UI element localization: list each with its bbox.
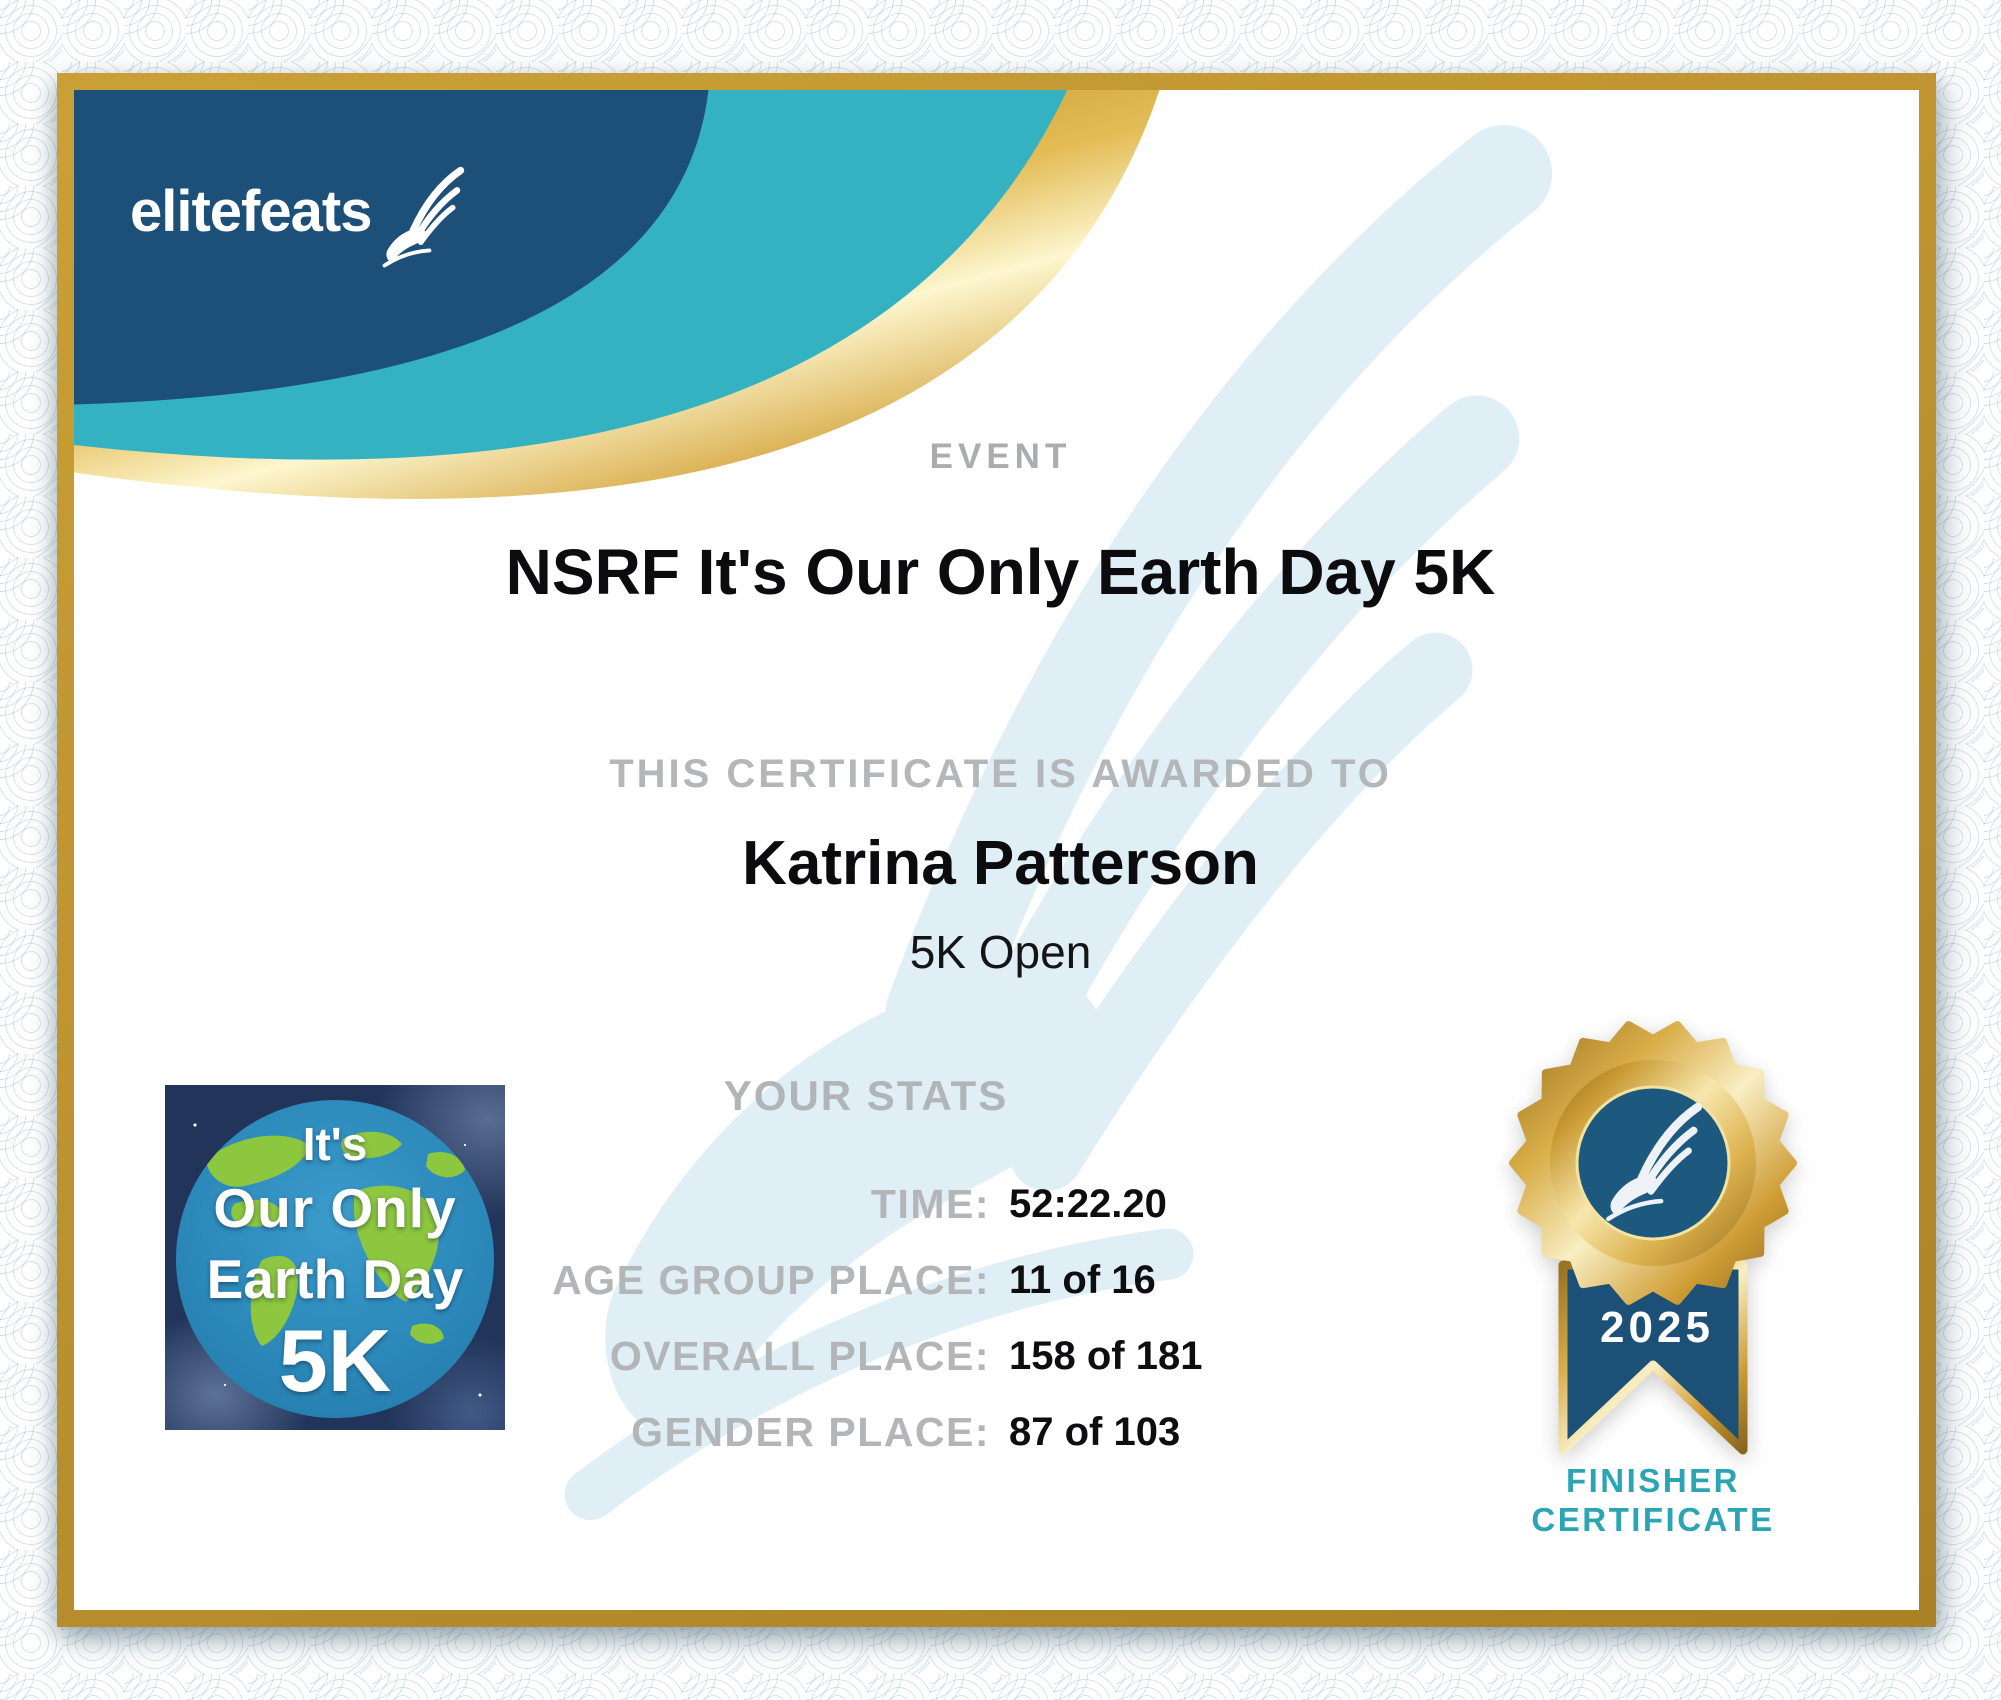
medal-caption-line1: FINISHER [1565, 1462, 1740, 1499]
stat-value-time: 52:22.20 [1009, 1182, 1167, 1226]
medal-ribbon [1558, 1260, 1748, 1455]
continents-art [206, 1131, 465, 1346]
event-logo-line3: Earth Day [206, 1248, 464, 1310]
event-logo-line2: Our Only [213, 1177, 457, 1239]
medal-caption: FINISHER CERTIFICATE [1531, 1462, 1774, 1540]
stat-value-age-group-place: 11 of 16 [1009, 1258, 1156, 1302]
stat-label-gender-place: GENDER PLACE: [631, 1409, 990, 1455]
stats-heading: YOUR STATS [723, 1072, 1009, 1119]
awarded-label: THIS CERTIFICATE IS AWARDED TO [609, 752, 1392, 796]
stat-value-gender-place: 87 of 103 [1009, 1410, 1181, 1454]
division-name: 5K Open [909, 926, 1092, 978]
stat-label-time: TIME: [870, 1181, 990, 1227]
medal-year: 2025 [1600, 1303, 1714, 1352]
event-logo-line1: It's [302, 1118, 368, 1170]
finisher-medal: 2025 [1495, 1020, 1811, 1580]
event-name: NSRF It's Our Only Earth Day 5K [505, 536, 1496, 608]
recipient-name: Katrina Patterson [742, 829, 1259, 898]
event-logo: It's Our Only Earth Day 5K [165, 1085, 505, 1430]
earth-globe [176, 1100, 494, 1418]
stats-table: TIME: 52:22.20 AGE GROUP PLACE: 11 of 16… [74, 1176, 1919, 1461]
stat-value-overall-place: 158 of 181 [1009, 1334, 1203, 1378]
medal-art: 2025 [1509, 1021, 1797, 1455]
event-logo-line4: 5K [278, 1311, 392, 1410]
event-logo-text: It's Our Only Earth Day 5K [165, 1085, 505, 1430]
certificate-panel: elitefeats EVENT NSRF It's Our Only Eart… [74, 90, 1919, 1610]
stat-label-age-group-place: AGE GROUP PLACE: [552, 1257, 990, 1303]
certificate-frame: elitefeats EVENT NSRF It's Our Only Eart… [57, 73, 1936, 1627]
brand-logo: elitefeats [130, 183, 470, 279]
medal-caption-line2: CERTIFICATE [1531, 1500, 1775, 1538]
brand-name: elitefeats [130, 179, 372, 244]
winged-foot-icon [375, 157, 470, 279]
event-label: EVENT [929, 437, 1072, 476]
stat-label-overall-place: OVERALL PLACE: [609, 1333, 990, 1379]
